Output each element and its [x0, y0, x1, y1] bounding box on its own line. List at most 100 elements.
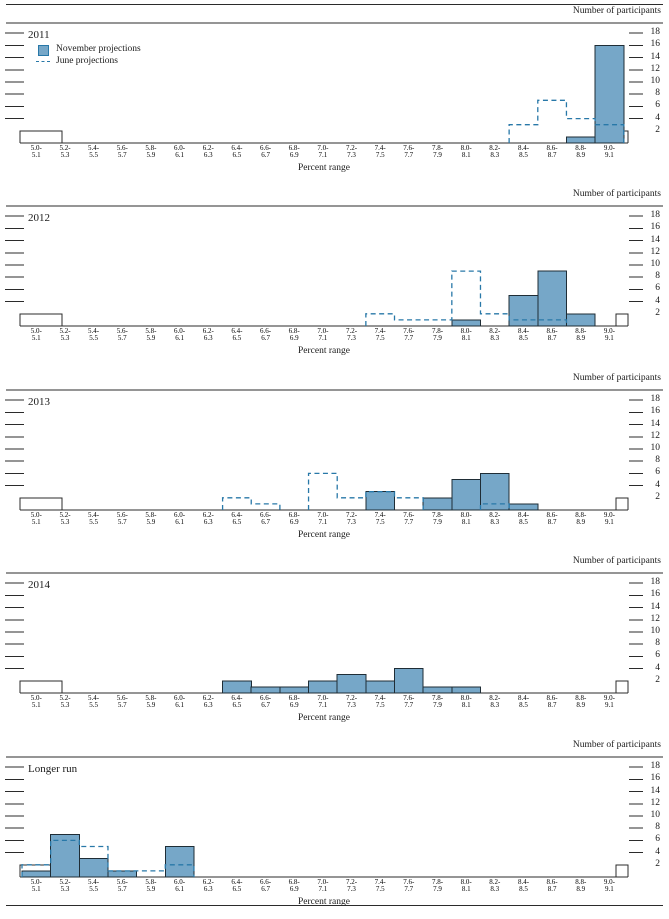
x-bin-label-8.0-8.1: 8.0- 8.1: [452, 512, 480, 526]
x-bin-label-line2: 7.7: [404, 517, 414, 526]
x-bin-label-line2: 8.5: [519, 150, 528, 159]
x-bin-label-6.6-6.7: 6.6- 6.7: [252, 695, 280, 709]
x-bin-label-line1: 6.0-: [174, 144, 186, 152]
x-bin-label-7.6-7.7: 7.6- 7.7: [395, 145, 423, 159]
right-axis-cap: [615, 680, 629, 693]
x-bin-label-5.0-5.1: 5.0- 5.1: [22, 695, 50, 709]
x-bin-label-line2: 5.9: [146, 884, 156, 893]
x-bin-label-line1: 7.0-: [317, 511, 329, 519]
y-axis-heading: Number of participants: [572, 556, 661, 566]
x-bin-label-5.4-5.5: 5.4- 5.5: [80, 145, 108, 159]
x-bin-label-6.0-6.1: 6.0- 6.1: [166, 512, 194, 526]
x-bin-label-line2: 7.3: [347, 150, 356, 159]
x-bin-label-8.6-8.7: 8.6- 8.7: [538, 879, 566, 893]
x-bin-label-6.0-6.1: 6.0- 6.1: [166, 879, 194, 893]
x-bin-label-line1: 6.6-: [260, 878, 272, 886]
x-bin-label-line1: 5.0-: [30, 327, 42, 335]
x-bin-label-line1: 5.6-: [116, 511, 128, 519]
legend-june-label: June projections: [56, 56, 119, 66]
y-tick-label: 4: [655, 295, 660, 306]
x-bin-label-7.8-7.9: 7.8- 7.9: [424, 879, 452, 893]
x-bin-label-line2: 7.7: [404, 884, 414, 893]
panel-2011: Number of participants 2 4 6 8 10 12 14 16 18 2011…: [0, 3, 669, 187]
x-bin-label-6.0-6.1: 6.0- 6.1: [166, 695, 194, 709]
right-axis-cap: [615, 864, 629, 877]
x-bin-label-5.4-5.5: 5.4- 5.5: [80, 328, 108, 342]
june-projection-step-line: [221, 497, 281, 510]
x-bin-label-line1: 6.4-: [231, 878, 243, 886]
x-bin-label-line1: 8.4-: [517, 694, 530, 702]
x-bin-label-line2: 5.3: [60, 150, 70, 159]
x-bin-label-line2: 6.5: [232, 884, 242, 893]
x-bin-label-line2: 8.7: [547, 150, 557, 159]
panel-title: Longer run: [28, 763, 78, 775]
x-bin-label-line2: 5.3: [60, 517, 70, 526]
legend-november-swatch: [38, 45, 49, 56]
x-bin-label-line2: 5.1: [31, 150, 41, 159]
x-bin-label-line2: 8.1: [461, 517, 471, 526]
x-bin-label-8.4-8.5: 8.4- 8.5: [510, 512, 538, 526]
x-bin-label-8.6-8.7: 8.6- 8.7: [538, 328, 566, 342]
x-bin-label-line2: 5.3: [60, 333, 70, 342]
x-bin-label-line2: 7.1: [318, 700, 328, 709]
x-bin-label-line2: 5.7: [117, 333, 127, 342]
x-bin-label-line1: 8.0-: [460, 511, 472, 519]
june-projection-step-line: [479, 503, 510, 510]
x-bin-label-line1: 8.8-: [575, 694, 587, 702]
x-bin-label-line1: 6.2-: [202, 327, 214, 335]
x-bin-label-line1: 8.2-: [489, 327, 501, 335]
x-bin-label-line2: 5.1: [31, 884, 41, 893]
x-bin-label-line1: 7.2-: [345, 327, 358, 335]
y-tick-label: 4: [655, 846, 660, 857]
x-bin-label-6.2-6.3: 6.2- 6.3: [194, 328, 222, 342]
x-bin-label-line2: 7.7: [404, 700, 414, 709]
x-bin-label-line1: 5.6-: [116, 694, 128, 702]
x-bin-label-line1: 6.8-: [288, 144, 300, 152]
x-bin-label-5.6-5.7: 5.6- 5.7: [108, 328, 136, 342]
x-bin-label-line2: 5.7: [117, 150, 127, 159]
x-bin-label-line2: 5.7: [117, 700, 127, 709]
november-bar-7.6-7.7: [394, 668, 424, 694]
x-bin-label-line2: 7.1: [318, 517, 328, 526]
x-bin-label-8.2-8.3: 8.2- 8.3: [481, 328, 509, 342]
y-tick-label: 18: [650, 577, 661, 588]
x-bin-label-line1: 6.4-: [231, 144, 243, 152]
november-bar-6.8-6.9: [279, 686, 310, 694]
x-bin-label-line2: 6.3: [203, 150, 213, 159]
y-tick-label: 6: [655, 283, 660, 294]
x-bin-label-line1: 6.2-: [202, 511, 214, 519]
right-axis-cap: [615, 497, 629, 510]
panel-plot-svg: [5, 22, 663, 144]
y-tick-label: 14: [650, 418, 661, 429]
x-bin-label-line1: 6.0-: [174, 694, 186, 702]
x-bin-label-line2: 6.3: [203, 333, 213, 342]
x-bin-label-line1: 5.0-: [30, 878, 42, 886]
x-bin-label-line1: 5.6-: [116, 144, 128, 152]
x-bin-label-line1: 5.2-: [59, 511, 71, 519]
y-tick-label: 12: [650, 63, 661, 74]
left-axis-cap: [19, 497, 63, 510]
right-axis-cap: [615, 313, 629, 326]
x-bin-label-9.0-9.1: 9.0- 9.1: [595, 145, 623, 159]
x-bin-label-line2: 7.9: [433, 884, 442, 893]
november-bar-7.8-7.9: [422, 686, 453, 694]
y-tick-label: 4: [655, 479, 660, 490]
x-bin-label-6.4-6.5: 6.4- 6.5: [223, 328, 251, 342]
x-bin-label-7.2-7.3: 7.2- 7.3: [338, 328, 366, 342]
x-bin-label-6.8-6.9: 6.8- 6.9: [280, 145, 308, 159]
y-axis-heading: Number of participants: [572, 373, 661, 383]
left-axis-cap: [19, 313, 63, 326]
x-bin-label-9.0-9.1: 9.0- 9.1: [595, 512, 623, 526]
x-bin-label-5.2-5.3: 5.2- 5.3: [51, 145, 79, 159]
x-bin-label-6.2-6.3: 6.2- 6.3: [194, 879, 222, 893]
x-bin-label-5.6-5.7: 5.6- 5.7: [108, 695, 136, 709]
x-bin-label-line2: 5.5: [89, 150, 98, 159]
x-bin-label-line2: 6.7: [261, 150, 270, 159]
y-tick-label: 10: [650, 259, 661, 269]
x-bin-label-line2: 9.1: [605, 700, 614, 709]
x-bin-label-line1: 8.4-: [517, 144, 530, 152]
x-bin-label-line1: 5.8-: [145, 327, 157, 335]
x-bin-label-line1: 5.0-: [30, 144, 42, 152]
x-bin-label-line1: 7.8-: [431, 327, 444, 335]
x-bin-label-5.6-5.7: 5.6- 5.7: [108, 512, 136, 526]
